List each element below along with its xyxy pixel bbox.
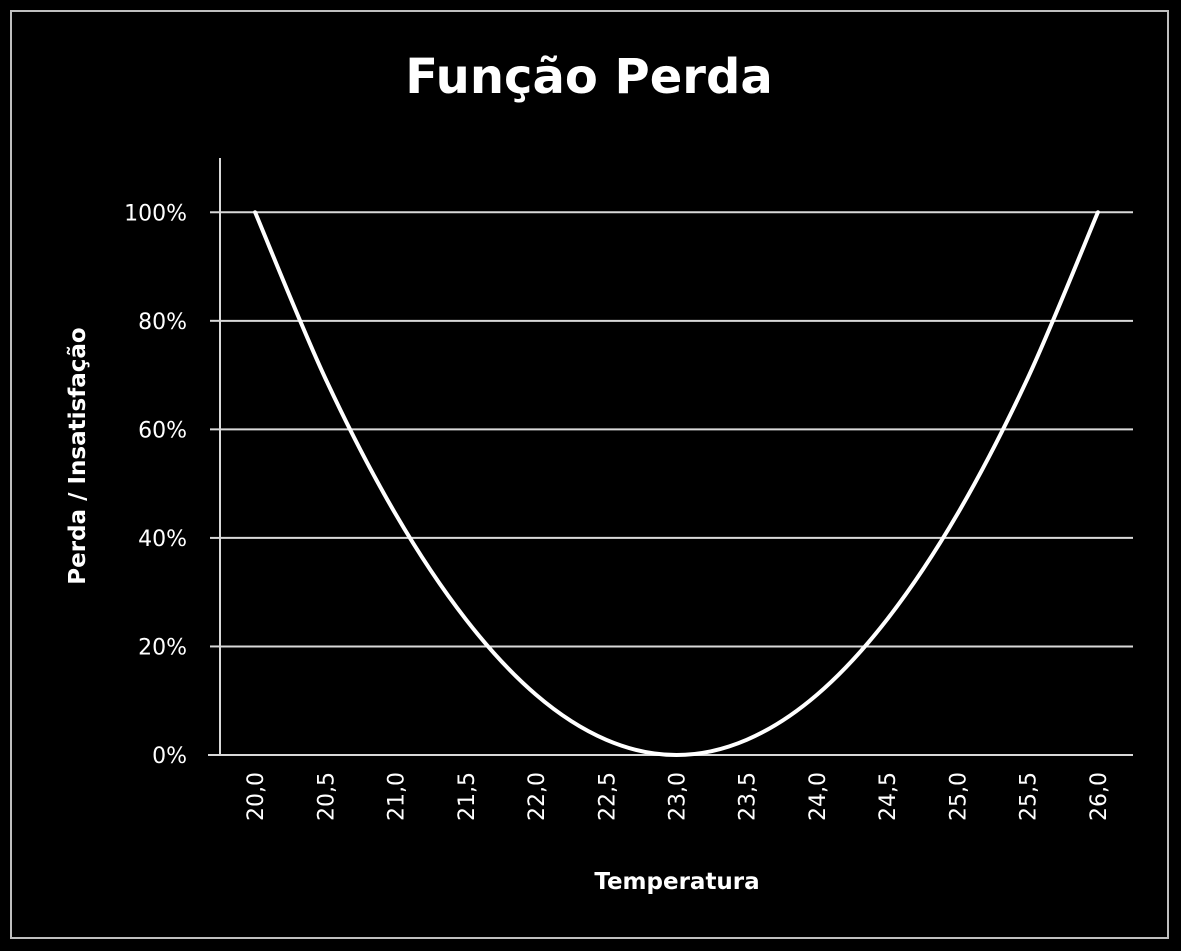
chart-title: Função Perda — [405, 49, 772, 105]
data-point — [604, 738, 608, 742]
series-line — [253, 210, 1100, 757]
x-tick-label: 24,5 — [876, 772, 901, 821]
data-point — [253, 210, 257, 214]
x-tick-label: 21,0 — [385, 772, 410, 821]
y-tick-label: 60% — [138, 418, 187, 443]
data-point — [955, 512, 959, 516]
data-point — [885, 617, 889, 621]
x-tick-label: 20,0 — [244, 772, 269, 821]
data-point — [394, 512, 398, 516]
grid-lines — [220, 211, 1133, 648]
x-tick-label: 22,0 — [525, 772, 550, 821]
x-tick-labels: 20,0 20,5 21,0 21,5 22,0 22,5 23,0 23,5 24,0 24,5… — [244, 772, 1112, 821]
x-axis-title: Temperatura — [594, 869, 759, 895]
y-tick-labels: 0% 20% 40% 60% 80% 100% — [124, 201, 187, 769]
data-point — [323, 376, 327, 380]
chart-frame — [10, 10, 1169, 939]
data-point — [1026, 376, 1030, 380]
x-tick-label: 21,5 — [455, 772, 480, 821]
x-tick-label: 26,0 — [1087, 772, 1112, 821]
x-tick-label: 22,5 — [595, 772, 620, 821]
data-point — [1096, 210, 1100, 214]
data-point — [815, 693, 819, 697]
x-tick-label: 25,5 — [1017, 772, 1042, 821]
y-tick-label: 80% — [138, 310, 187, 335]
y-tick-label: 20% — [138, 635, 187, 660]
series-layer — [253, 210, 1100, 757]
data-point — [675, 753, 678, 757]
y-tick-label: 0% — [152, 744, 187, 769]
y-tick-label: 40% — [138, 527, 187, 552]
data-point — [745, 738, 749, 742]
x-tick-label: 24,0 — [806, 772, 831, 821]
y-axis-title: Perda / Insatisfação — [65, 327, 91, 584]
data-point — [464, 617, 468, 621]
x-tick-label: 20,5 — [314, 772, 339, 821]
x-tick-label: 25,0 — [946, 772, 971, 821]
x-tick-label: 23,0 — [666, 772, 691, 821]
y-tick-label: 100% — [124, 201, 187, 226]
axes — [208, 158, 1133, 756]
x-tick-label: 23,5 — [736, 772, 761, 821]
data-point — [534, 693, 538, 697]
